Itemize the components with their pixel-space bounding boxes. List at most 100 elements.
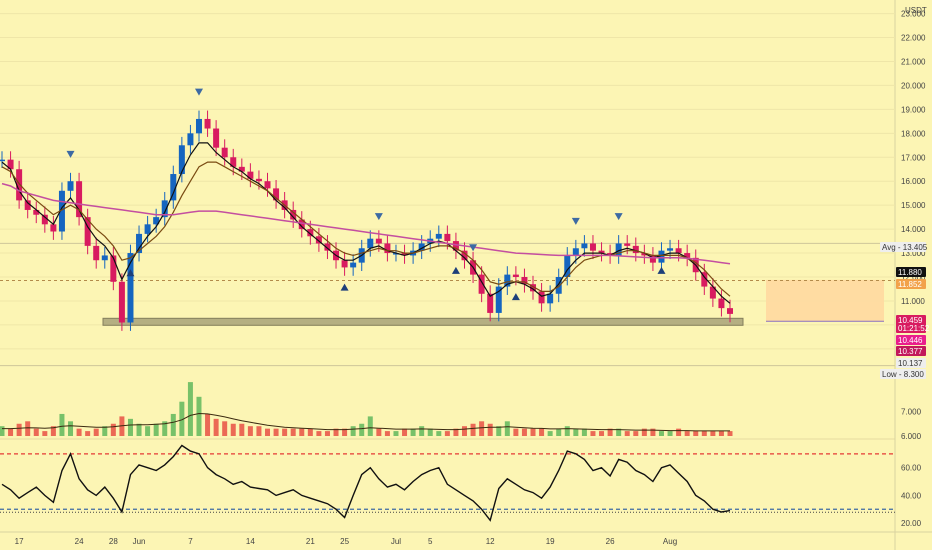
volume-bar (393, 431, 399, 436)
price-bar-body (444, 233, 451, 242)
volume-bar (444, 431, 450, 436)
volume-bar (616, 428, 622, 436)
price-bar-body (7, 159, 14, 170)
price-tick-label: 12.000 (901, 273, 926, 282)
volume-bar (127, 418, 133, 436)
price-tag-text: Avg - 13.405 (882, 243, 928, 252)
indicator-lines (1, 142, 731, 304)
price-bar-body (641, 253, 648, 256)
price-bar-body (58, 190, 65, 232)
volume-bar (76, 428, 82, 436)
price-bar-body (16, 169, 23, 201)
volume-bar (213, 418, 219, 436)
volume-bar (624, 431, 630, 436)
price-bar-body (547, 293, 554, 304)
price-tick-label: 20.000 (901, 81, 926, 90)
price-tag-text: 01:21:52 (898, 324, 930, 333)
price-bar-body (487, 293, 494, 313)
volume-bar (513, 428, 519, 436)
price-tick-label: 11.000 (901, 297, 925, 306)
price-bar-body (307, 229, 314, 237)
price-bar-body (144, 224, 151, 234)
volume-bar (581, 428, 587, 436)
price-tag-box (896, 346, 926, 356)
price-bar-body (632, 245, 639, 254)
volume-bar (342, 428, 348, 436)
volume-bar (496, 426, 502, 436)
volume-ma-line (2, 412, 730, 432)
time-tick-label: 5 (428, 537, 433, 546)
time-axis[interactable]: 17 24 28 Jun 7 14 21 25 Jul 5 12 19 26 Aug (15, 537, 677, 546)
price-bar-body (247, 171, 254, 179)
volume-bar (102, 426, 108, 436)
price-tick-label: 17.000 (901, 153, 926, 162)
price-tag-text: 11.852 (898, 280, 922, 289)
price-bar-body (221, 147, 228, 158)
pivot-markers (66, 88, 666, 301)
price-bar-body (178, 145, 185, 175)
pivot-high-marker (66, 150, 75, 158)
price-bar-body (195, 118, 202, 134)
time-tick-label: 19 (546, 537, 555, 546)
volume-bar (33, 428, 39, 436)
price-tick-label: 13.000 (901, 249, 926, 258)
price-bar-body (341, 260, 348, 268)
volume-bar (239, 423, 245, 436)
volume-bars (0, 382, 733, 436)
price-axis[interactable]: 23.000 22.000 21.000 20.000 19.000 18.000 17.0… (901, 10, 926, 528)
price-bar-body (589, 243, 596, 251)
volume-bar (25, 421, 31, 436)
price-bar-body (110, 255, 117, 282)
price-bar-body (367, 238, 374, 249)
price-bar-body (298, 219, 305, 230)
time-tick-label: 14 (246, 537, 255, 546)
price-bar-body (495, 286, 502, 313)
volume-bar (282, 428, 288, 436)
volume-bar (676, 428, 682, 436)
price-tick-label: 14.000 (901, 225, 926, 234)
volume-bar (650, 428, 656, 436)
time-tick-label: Aug (663, 537, 677, 546)
volume-bar (530, 428, 536, 436)
price-bar-body (118, 281, 125, 323)
price-bar-body (392, 253, 399, 255)
volume-bar (256, 426, 262, 436)
time-tick-label: 24 (75, 537, 84, 546)
price-bar-body (24, 200, 31, 210)
price-bar-body (530, 284, 537, 292)
volume-bar (539, 428, 545, 436)
time-tick-label: 26 (606, 537, 615, 546)
position-box (766, 279, 884, 322)
volume-bar (16, 423, 22, 436)
volume-bar (8, 428, 14, 436)
volume-bar (684, 431, 690, 436)
volume-bar (265, 428, 271, 436)
price-bar-body (624, 243, 631, 246)
volume-bar (136, 423, 142, 436)
support-band (102, 317, 744, 326)
price-bar-body (675, 248, 682, 254)
volume-bar (333, 428, 339, 436)
price-bar-body (76, 181, 83, 218)
volume-bar (599, 431, 605, 436)
time-tick-label: Jul (391, 537, 401, 546)
volume-bar (170, 413, 176, 436)
volume-bar (93, 428, 99, 436)
price-bar-body (315, 236, 322, 244)
volume-tick-label: 7.000 (901, 408, 922, 417)
price-bar-body (50, 224, 57, 232)
price-bar-body (701, 272, 708, 287)
price-bar-body (581, 243, 588, 249)
price-bar-body (564, 255, 571, 277)
volume-bar (359, 423, 365, 436)
price-bar-body (461, 250, 468, 261)
price-tag-box (880, 242, 926, 252)
volume-bar (436, 431, 442, 436)
price-bar-body (384, 243, 391, 254)
price-tag-box (896, 323, 926, 333)
volume-bar (718, 431, 724, 436)
volume-bar (590, 431, 596, 436)
volume-bar (487, 423, 493, 436)
volume-bar (222, 421, 228, 436)
